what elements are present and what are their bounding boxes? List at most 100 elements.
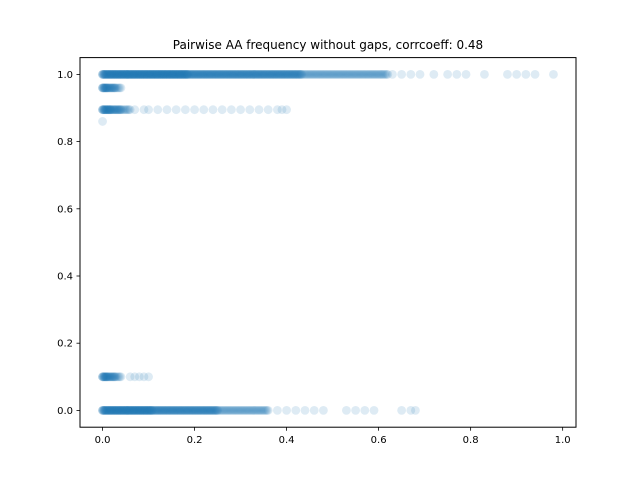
scatter-point <box>111 406 121 415</box>
scatter-point <box>139 70 149 79</box>
scatter-point <box>167 70 176 79</box>
scatter-point <box>138 406 148 415</box>
scatter-point <box>128 406 137 415</box>
scatter-point <box>105 372 114 382</box>
scatter-point <box>235 70 244 79</box>
scatter-point <box>171 70 181 79</box>
scatter-point <box>110 105 120 115</box>
scatter-point <box>183 70 193 79</box>
scatter-point <box>120 70 129 79</box>
scatter-point <box>107 105 117 115</box>
scatter-point <box>276 70 286 79</box>
scatter-point <box>98 70 107 79</box>
scatter-point <box>245 406 255 415</box>
scatter-point <box>176 70 186 79</box>
scatter-point <box>367 70 377 79</box>
scatter-point <box>212 406 221 415</box>
scatter-point <box>335 70 344 79</box>
scatter-point <box>111 70 121 79</box>
scatter-point <box>208 406 218 415</box>
scatter-point <box>99 406 109 415</box>
scatter-point <box>99 83 109 93</box>
scatter-point <box>172 406 182 415</box>
scatter-point <box>263 406 273 415</box>
scatter-point <box>110 70 120 79</box>
scatter-point <box>99 105 109 115</box>
scatter-point <box>98 105 107 115</box>
scatter-point <box>124 406 134 415</box>
scatter-point <box>146 406 156 415</box>
scatter-point <box>102 70 112 79</box>
scatter-point <box>105 105 114 115</box>
scatter-point <box>98 70 107 79</box>
scatter-point <box>109 70 119 79</box>
scatter-point <box>179 406 189 415</box>
scatter-point <box>145 406 155 415</box>
scatter-point <box>100 70 110 79</box>
scatter-point <box>171 70 181 79</box>
scatter-point <box>105 83 114 93</box>
scatter-point <box>267 70 277 79</box>
scatter-point <box>186 406 196 415</box>
scatter-point <box>354 70 364 79</box>
scatter-point <box>336 70 346 79</box>
scatter-point <box>177 70 187 79</box>
scatter-point <box>187 70 197 79</box>
scatter-point <box>212 70 221 79</box>
scatter-point <box>99 70 109 79</box>
scatter-point <box>170 70 180 79</box>
scatter-point <box>208 406 218 415</box>
scatter-point <box>549 70 558 79</box>
scatter-point <box>163 406 173 415</box>
scatter-point <box>287 70 297 79</box>
scatter-point <box>113 105 122 115</box>
scatter-point <box>249 406 259 415</box>
scatter-point <box>111 83 121 93</box>
scatter-point <box>190 105 199 115</box>
scatter-point <box>121 70 130 79</box>
scatter-point <box>139 70 149 79</box>
scatter-point <box>339 70 349 79</box>
scatter-point <box>124 105 134 115</box>
scatter-point <box>259 70 268 79</box>
scatter-point <box>125 70 135 79</box>
scatter-point <box>160 406 170 415</box>
scatter-point <box>193 70 203 79</box>
scatter-point <box>117 70 127 79</box>
scatter-point <box>121 70 130 79</box>
scatter-point <box>156 70 166 79</box>
scatter-point <box>155 406 165 415</box>
scatter-point <box>253 70 263 79</box>
scatter-point <box>162 70 172 79</box>
scatter-point <box>99 406 109 415</box>
scatter-point <box>512 70 522 79</box>
scatter-point <box>171 406 181 415</box>
scatter-point <box>98 372 107 382</box>
scatter-point <box>230 70 240 79</box>
scatter-point <box>109 406 119 415</box>
scatter-point <box>111 105 121 115</box>
scatter-point <box>129 70 139 79</box>
scatter-point <box>141 70 151 79</box>
scatter-point <box>151 70 160 79</box>
scatter-point <box>109 406 119 415</box>
scatter-point <box>145 70 155 79</box>
scatter-point <box>98 406 107 415</box>
scatter-point <box>241 70 251 79</box>
scatter-point <box>122 70 132 79</box>
scatter-point <box>138 70 148 79</box>
scatter-point <box>156 406 166 415</box>
scatter-point <box>102 406 112 415</box>
scatter-point <box>143 70 152 79</box>
scatter-point <box>302 70 312 79</box>
scatter-point <box>170 70 180 79</box>
scatter-point <box>180 70 190 79</box>
scatter-point <box>137 406 147 415</box>
scatter-point <box>306 70 316 79</box>
scatter-point <box>116 83 126 93</box>
scatter-point <box>129 70 139 79</box>
scatter-point <box>195 70 205 79</box>
scatter-point <box>107 83 117 93</box>
